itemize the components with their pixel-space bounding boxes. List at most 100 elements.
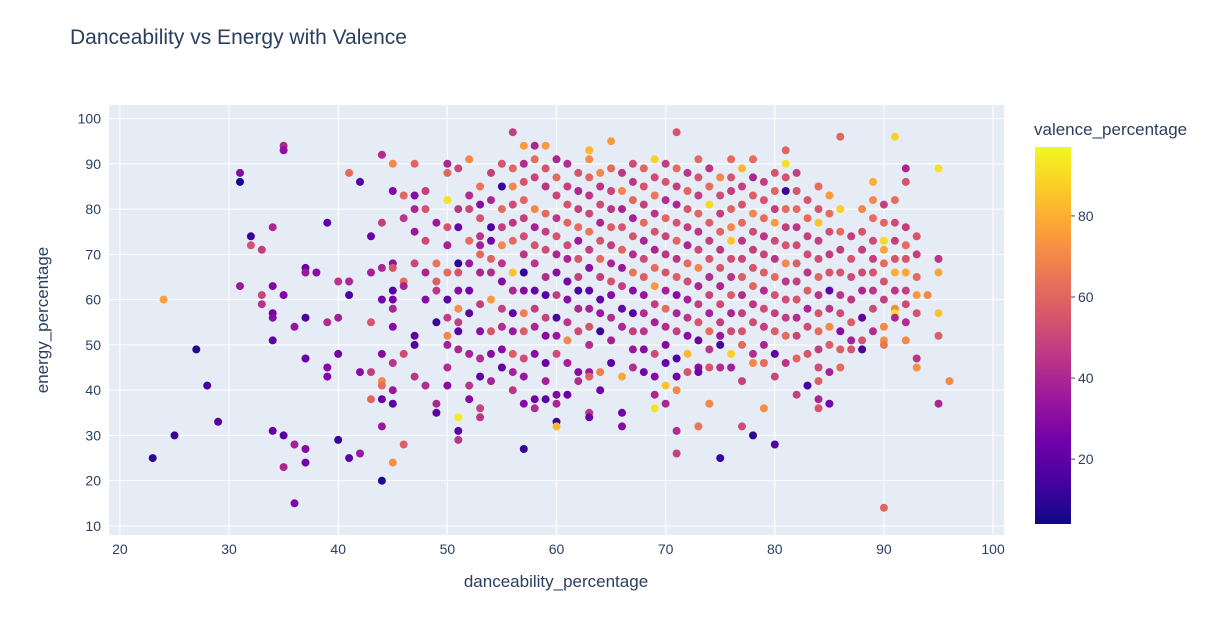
data-point[interactable] bbox=[607, 223, 616, 232]
data-point[interactable] bbox=[650, 318, 659, 327]
data-point[interactable] bbox=[628, 250, 637, 259]
data-point[interactable] bbox=[607, 241, 616, 250]
data-point[interactable] bbox=[727, 309, 736, 318]
data-point[interactable] bbox=[432, 277, 441, 286]
data-point[interactable] bbox=[912, 309, 921, 318]
data-point[interactable] bbox=[290, 499, 299, 508]
data-point[interactable] bbox=[574, 327, 583, 336]
data-point[interactable] bbox=[421, 295, 430, 304]
data-point[interactable] bbox=[552, 313, 561, 322]
data-point[interactable] bbox=[421, 236, 430, 245]
data-point[interactable] bbox=[476, 241, 485, 250]
data-point[interactable] bbox=[770, 309, 779, 318]
data-point[interactable] bbox=[410, 191, 419, 200]
data-point[interactable] bbox=[749, 227, 757, 236]
data-point[interactable] bbox=[814, 254, 823, 263]
data-point[interactable] bbox=[738, 422, 746, 431]
data-point[interactable] bbox=[934, 309, 943, 318]
data-point[interactable] bbox=[508, 268, 517, 277]
data-point[interactable] bbox=[596, 368, 605, 377]
data-point[interactable] bbox=[257, 245, 266, 254]
data-point[interactable] bbox=[672, 128, 681, 137]
data-point[interactable] bbox=[869, 196, 877, 205]
data-point[interactable] bbox=[585, 372, 594, 381]
data-point[interactable] bbox=[749, 282, 757, 291]
data-point[interactable] bbox=[694, 422, 703, 431]
data-point[interactable] bbox=[443, 381, 452, 390]
data-point[interactable] bbox=[727, 187, 736, 195]
data-point[interactable] bbox=[508, 182, 517, 191]
data-point[interactable] bbox=[705, 291, 714, 300]
data-point[interactable] bbox=[508, 164, 517, 173]
data-point[interactable] bbox=[399, 349, 408, 358]
data-point[interactable] bbox=[858, 313, 867, 322]
data-point[interactable] bbox=[530, 155, 539, 164]
data-point[interactable] bbox=[323, 318, 332, 327]
data-point[interactable] bbox=[596, 309, 605, 318]
data-point[interactable] bbox=[388, 322, 397, 331]
data-point[interactable] bbox=[410, 331, 419, 340]
data-point[interactable] bbox=[519, 372, 528, 381]
data-point[interactable] bbox=[596, 386, 605, 395]
data-point[interactable] bbox=[432, 286, 441, 295]
data-point[interactable] bbox=[497, 277, 506, 286]
data-point[interactable] bbox=[301, 354, 310, 363]
data-point[interactable] bbox=[814, 205, 823, 214]
data-point[interactable] bbox=[890, 313, 899, 322]
data-point[interactable] bbox=[650, 300, 659, 309]
data-point[interactable] bbox=[705, 164, 714, 173]
data-point[interactable] bbox=[694, 227, 703, 236]
data-point[interactable] bbox=[672, 386, 681, 395]
data-point[interactable] bbox=[901, 223, 910, 232]
data-point[interactable] bbox=[770, 291, 779, 300]
data-point[interactable] bbox=[552, 232, 561, 241]
data-point[interactable] bbox=[683, 259, 692, 268]
data-point[interactable] bbox=[628, 363, 637, 372]
data-point[interactable] bbox=[639, 291, 648, 300]
data-point[interactable] bbox=[683, 331, 692, 340]
data-point[interactable] bbox=[694, 318, 703, 327]
data-point[interactable] bbox=[596, 327, 605, 336]
data-point[interactable] bbox=[618, 422, 626, 431]
data-point[interactable] bbox=[476, 268, 485, 277]
data-point[interactable] bbox=[847, 254, 856, 263]
data-point[interactable] bbox=[650, 372, 659, 381]
data-point[interactable] bbox=[476, 413, 485, 422]
data-point[interactable] bbox=[377, 349, 386, 358]
data-point[interactable] bbox=[683, 241, 692, 250]
data-point[interactable] bbox=[825, 399, 834, 408]
data-point[interactable] bbox=[836, 309, 845, 318]
data-point[interactable] bbox=[585, 263, 594, 272]
data-point[interactable] bbox=[410, 259, 419, 268]
data-point[interactable] bbox=[257, 291, 266, 300]
data-point[interactable] bbox=[901, 164, 910, 173]
data-point[interactable] bbox=[934, 268, 943, 277]
data-point[interactable] bbox=[388, 187, 397, 195]
data-point[interactable] bbox=[705, 309, 714, 318]
data-point[interactable] bbox=[421, 205, 430, 214]
data-point[interactable] bbox=[246, 232, 255, 241]
data-point[interactable] bbox=[923, 291, 932, 300]
data-point[interactable] bbox=[683, 368, 692, 377]
data-point[interactable] bbox=[508, 386, 517, 395]
data-point[interactable] bbox=[618, 282, 626, 291]
data-point[interactable] bbox=[476, 354, 485, 363]
data-point[interactable] bbox=[825, 322, 834, 331]
data-point[interactable] bbox=[465, 286, 474, 295]
data-point[interactable] bbox=[749, 349, 757, 358]
data-point[interactable] bbox=[388, 458, 397, 467]
data-point[interactable] bbox=[770, 218, 779, 227]
data-point[interactable] bbox=[356, 368, 364, 377]
data-point[interactable] bbox=[650, 191, 659, 200]
data-point[interactable] bbox=[541, 359, 550, 367]
data-point[interactable] bbox=[814, 327, 823, 336]
data-point[interactable] bbox=[290, 322, 299, 331]
data-point[interactable] bbox=[890, 236, 899, 245]
data-point[interactable] bbox=[792, 205, 801, 214]
data-point[interactable] bbox=[869, 286, 877, 295]
data-point[interactable] bbox=[618, 408, 626, 417]
data-point[interactable] bbox=[399, 282, 408, 291]
data-point[interactable] bbox=[476, 250, 485, 259]
data-point[interactable] bbox=[672, 327, 681, 336]
data-point[interactable] bbox=[519, 196, 528, 205]
